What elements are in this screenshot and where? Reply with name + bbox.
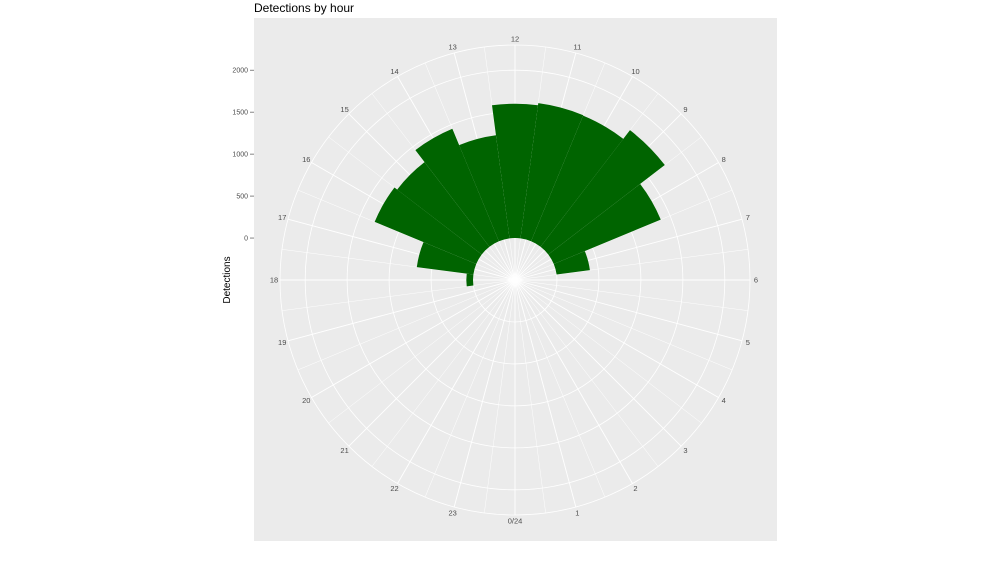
radial-tick-label: 1500 — [232, 110, 248, 117]
hour-tick-label: 8 — [722, 155, 726, 164]
hour-tick-label: 6 — [754, 276, 758, 285]
hour-tick-label: 7 — [746, 213, 750, 222]
hour-tick-label: 20 — [302, 396, 310, 405]
hour-tick-label: 11 — [573, 43, 581, 52]
hour-tick-label: 9 — [683, 105, 687, 114]
radial-tick-label: 500 — [236, 194, 248, 201]
hour-tick-label: 2 — [633, 484, 637, 493]
hour-tick-label: 3 — [683, 446, 687, 455]
hour-tick-label: 22 — [390, 484, 398, 493]
hour-tick-label: 1 — [575, 508, 579, 517]
hour-tick-label: 19 — [278, 338, 286, 347]
radial-tick-label: 2000 — [232, 68, 248, 75]
radial-axis: 0 500 1000 1500 2000 — [232, 68, 254, 243]
hour-tick-label: 4 — [722, 396, 726, 405]
bar-hour-18 — [466, 274, 473, 287]
hour-tick-label: 16 — [302, 155, 310, 164]
hour-tick-label: 17 — [278, 213, 286, 222]
hour-tick-label: 5 — [746, 338, 750, 347]
hour-tick-label: 23 — [448, 508, 456, 517]
hour-tick-label: 15 — [340, 105, 348, 114]
hour-tick-label: 13 — [448, 43, 456, 52]
radial-tick-label: 0 — [244, 236, 248, 243]
radial-tick-label: 1000 — [232, 152, 248, 159]
hour-tick-label: 0/24 — [508, 517, 523, 526]
y-axis-label: Detections — [222, 256, 233, 303]
hour-tick-label: 18 — [270, 276, 278, 285]
hour-tick-label: 12 — [511, 35, 519, 44]
hour-tick-label: 21 — [340, 446, 348, 455]
hour-tick-label: 10 — [631, 67, 639, 76]
chart-title: Detections by hour — [254, 1, 354, 15]
hour-tick-label: 14 — [390, 67, 398, 76]
